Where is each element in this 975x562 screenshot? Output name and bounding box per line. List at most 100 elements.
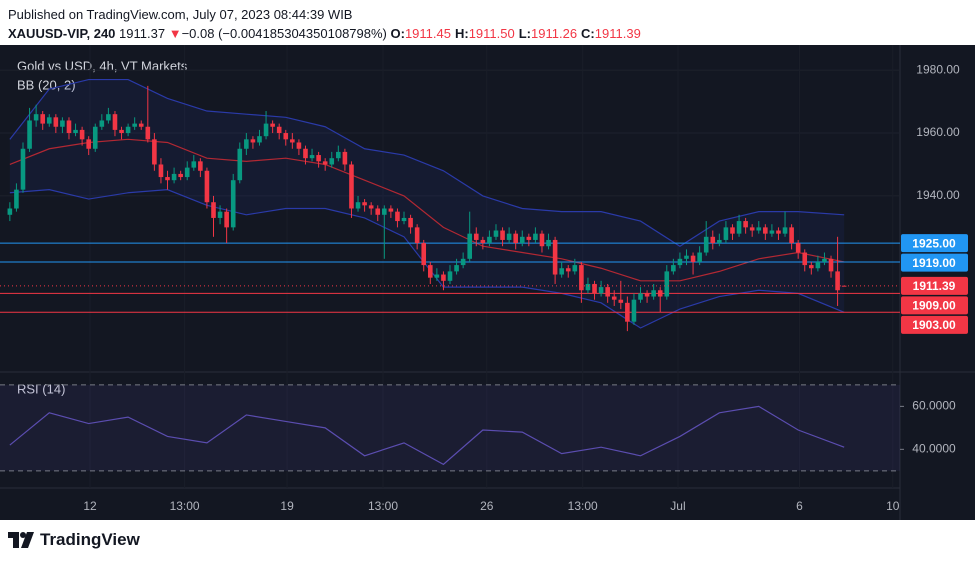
candle-body <box>303 148 308 159</box>
candle-body <box>152 139 157 165</box>
candle-body <box>283 133 289 140</box>
candle-body <box>14 189 19 209</box>
candle-body <box>447 271 453 281</box>
change: −0.08 (−0.004185304350108798%) <box>181 26 387 41</box>
x-tick-label: 13:00 <box>568 499 598 513</box>
candle-body <box>782 227 788 234</box>
chart-title: Gold vs USD, 4h, VT Markets <box>17 58 188 73</box>
candle-body <box>7 208 13 215</box>
candle-body <box>414 227 420 244</box>
candle-body <box>178 173 183 178</box>
candle-body <box>20 148 26 190</box>
candle-body <box>290 139 295 143</box>
candle-body <box>605 287 610 297</box>
candle-body <box>487 236 492 244</box>
candle-body <box>795 243 801 253</box>
x-tick-label: 13:00 <box>368 499 398 513</box>
candle-body <box>815 261 821 269</box>
candle-body <box>690 255 696 262</box>
candle-body <box>125 126 131 134</box>
x-tick-label: 19 <box>280 499 294 513</box>
candle-body <box>835 271 840 291</box>
candle-body <box>165 177 170 181</box>
candle-body <box>809 265 814 269</box>
candle-body <box>237 148 243 181</box>
candle-body <box>585 283 591 291</box>
price-tag-label: 1919.00 <box>912 256 956 270</box>
candle-body <box>191 161 197 168</box>
candle-body <box>309 155 315 159</box>
candle-body <box>395 211 400 222</box>
candle-body <box>644 293 650 297</box>
candle-body <box>460 258 466 266</box>
candle-body <box>533 233 538 240</box>
candle-body <box>119 129 124 134</box>
candle-body <box>664 271 670 297</box>
candle-body <box>40 114 45 124</box>
candle-body <box>519 236 525 244</box>
candle-body <box>822 258 827 262</box>
candle-body <box>132 123 137 127</box>
candle-body <box>723 227 729 240</box>
candle-body <box>204 170 210 203</box>
price-tag-label: 1925.00 <box>912 236 956 250</box>
candle-body <box>802 252 808 266</box>
x-tick-label: 10 <box>886 499 900 513</box>
price-tag <box>901 276 968 295</box>
candle-body <box>789 227 794 244</box>
candle-body <box>92 126 98 149</box>
candle-body <box>368 205 374 209</box>
rsi-tick-label: 60.0000 <box>912 399 956 413</box>
candle-body <box>763 227 768 234</box>
candle-body <box>316 155 321 162</box>
candle-body <box>480 239 486 244</box>
candle-body <box>828 258 834 272</box>
candle-body <box>572 265 578 272</box>
candle-body <box>53 117 59 127</box>
candle-body <box>60 120 65 127</box>
x-tick-label: 6 <box>796 499 803 513</box>
ohlc-key: O: <box>390 26 405 41</box>
price-tag-label: 1911.39 <box>913 279 956 293</box>
candle-body <box>743 221 748 228</box>
ohlc-key: L: <box>518 26 532 41</box>
symbol: XAUUSD-VIP, 240 <box>8 26 116 41</box>
candle-body <box>434 274 440 278</box>
candle-body <box>257 136 262 143</box>
candle-body <box>427 265 433 278</box>
candle-body <box>329 158 335 165</box>
candle-body <box>362 202 367 206</box>
candle-body <box>625 302 630 322</box>
candle-body <box>230 180 236 228</box>
candle-body <box>375 208 381 215</box>
ohlc-key: H: <box>454 26 469 41</box>
candle-body <box>559 268 564 275</box>
candle-body <box>506 233 512 240</box>
candle-body <box>46 117 52 124</box>
bb-fill <box>9 79 845 328</box>
candle-body <box>217 211 223 218</box>
candle-body <box>598 287 604 294</box>
ohlc-value: 1911.39 <box>594 26 641 41</box>
candle-body <box>138 123 144 127</box>
candle-body <box>349 164 354 209</box>
x-tick-label: 12 <box>83 499 97 513</box>
header: Published on TradingView.com, July 07, 2… <box>8 5 645 43</box>
price-tag-label: 1909.00 <box>912 299 956 313</box>
candle-body <box>184 167 190 178</box>
rsi-line <box>9 405 845 466</box>
candle-body <box>441 274 446 281</box>
candle-body <box>657 290 663 297</box>
price: 1911.37 <box>119 26 166 41</box>
y-tick-label: 1960.00 <box>916 125 960 139</box>
rsi-tick-label: 40.0000 <box>912 442 956 456</box>
chart: Gold vs USD, 4h, VT Markets BB (20, 2) R… <box>0 45 975 520</box>
candle-body <box>244 139 249 149</box>
candle-body <box>565 268 571 272</box>
price-tag <box>901 315 968 334</box>
candle-body <box>756 227 762 231</box>
candle-body <box>408 217 413 228</box>
candle-body <box>671 265 676 272</box>
candle-body <box>749 227 755 231</box>
